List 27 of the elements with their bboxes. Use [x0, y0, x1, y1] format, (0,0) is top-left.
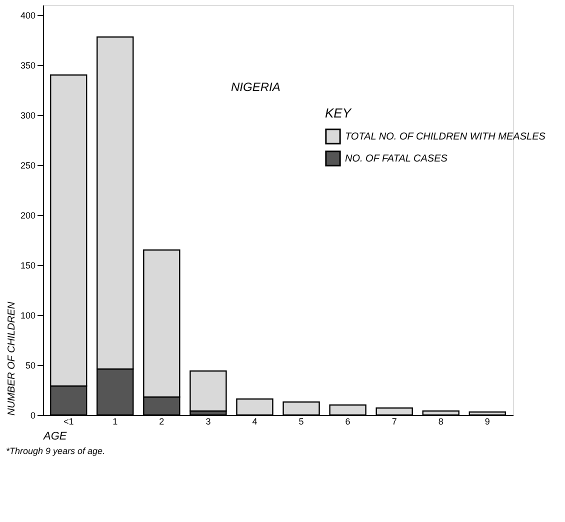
- y-tick-label: 50: [25, 360, 36, 370]
- y-axis-title: NUMBER OF CHILDREN: [6, 301, 18, 416]
- annotation: NIGERIA: [231, 80, 280, 94]
- y-tick-label: 0: [30, 410, 36, 420]
- y-tick-label: 350: [20, 60, 36, 70]
- y-tick-label: 300: [20, 110, 36, 120]
- y-tick-label: 250: [20, 160, 36, 170]
- y-tick-label: 200: [20, 210, 36, 220]
- x-tick-label: 3: [206, 416, 211, 426]
- x-tick-label: 2: [159, 416, 164, 426]
- bar: [190, 370, 227, 412]
- text: *Through 9 years of age.: [6, 446, 106, 456]
- x-axis-title: AGE: [42, 430, 68, 442]
- x-tick-label: 8: [438, 416, 444, 426]
- legend-title: KEY: [325, 106, 352, 120]
- x-tick-label: <1: [63, 416, 74, 426]
- x-tick-label: 6: [345, 416, 350, 426]
- y-tick-label: 400: [20, 10, 36, 20]
- x-tick-label: 9: [484, 416, 490, 426]
- y-tick-label: 100: [20, 310, 36, 320]
- legend-label: NO. OF FATAL CASES: [345, 154, 448, 164]
- x-tick-label: 7: [392, 416, 397, 426]
- legend-label: TOTAL NO. OF CHILDREN WITH MEASLES: [345, 132, 546, 142]
- y-tick-label: 150: [20, 260, 36, 270]
- x-tick-label: 5: [298, 416, 304, 426]
- x-tick-label: 1: [112, 416, 118, 426]
- x-tick-label: 4: [252, 416, 258, 426]
